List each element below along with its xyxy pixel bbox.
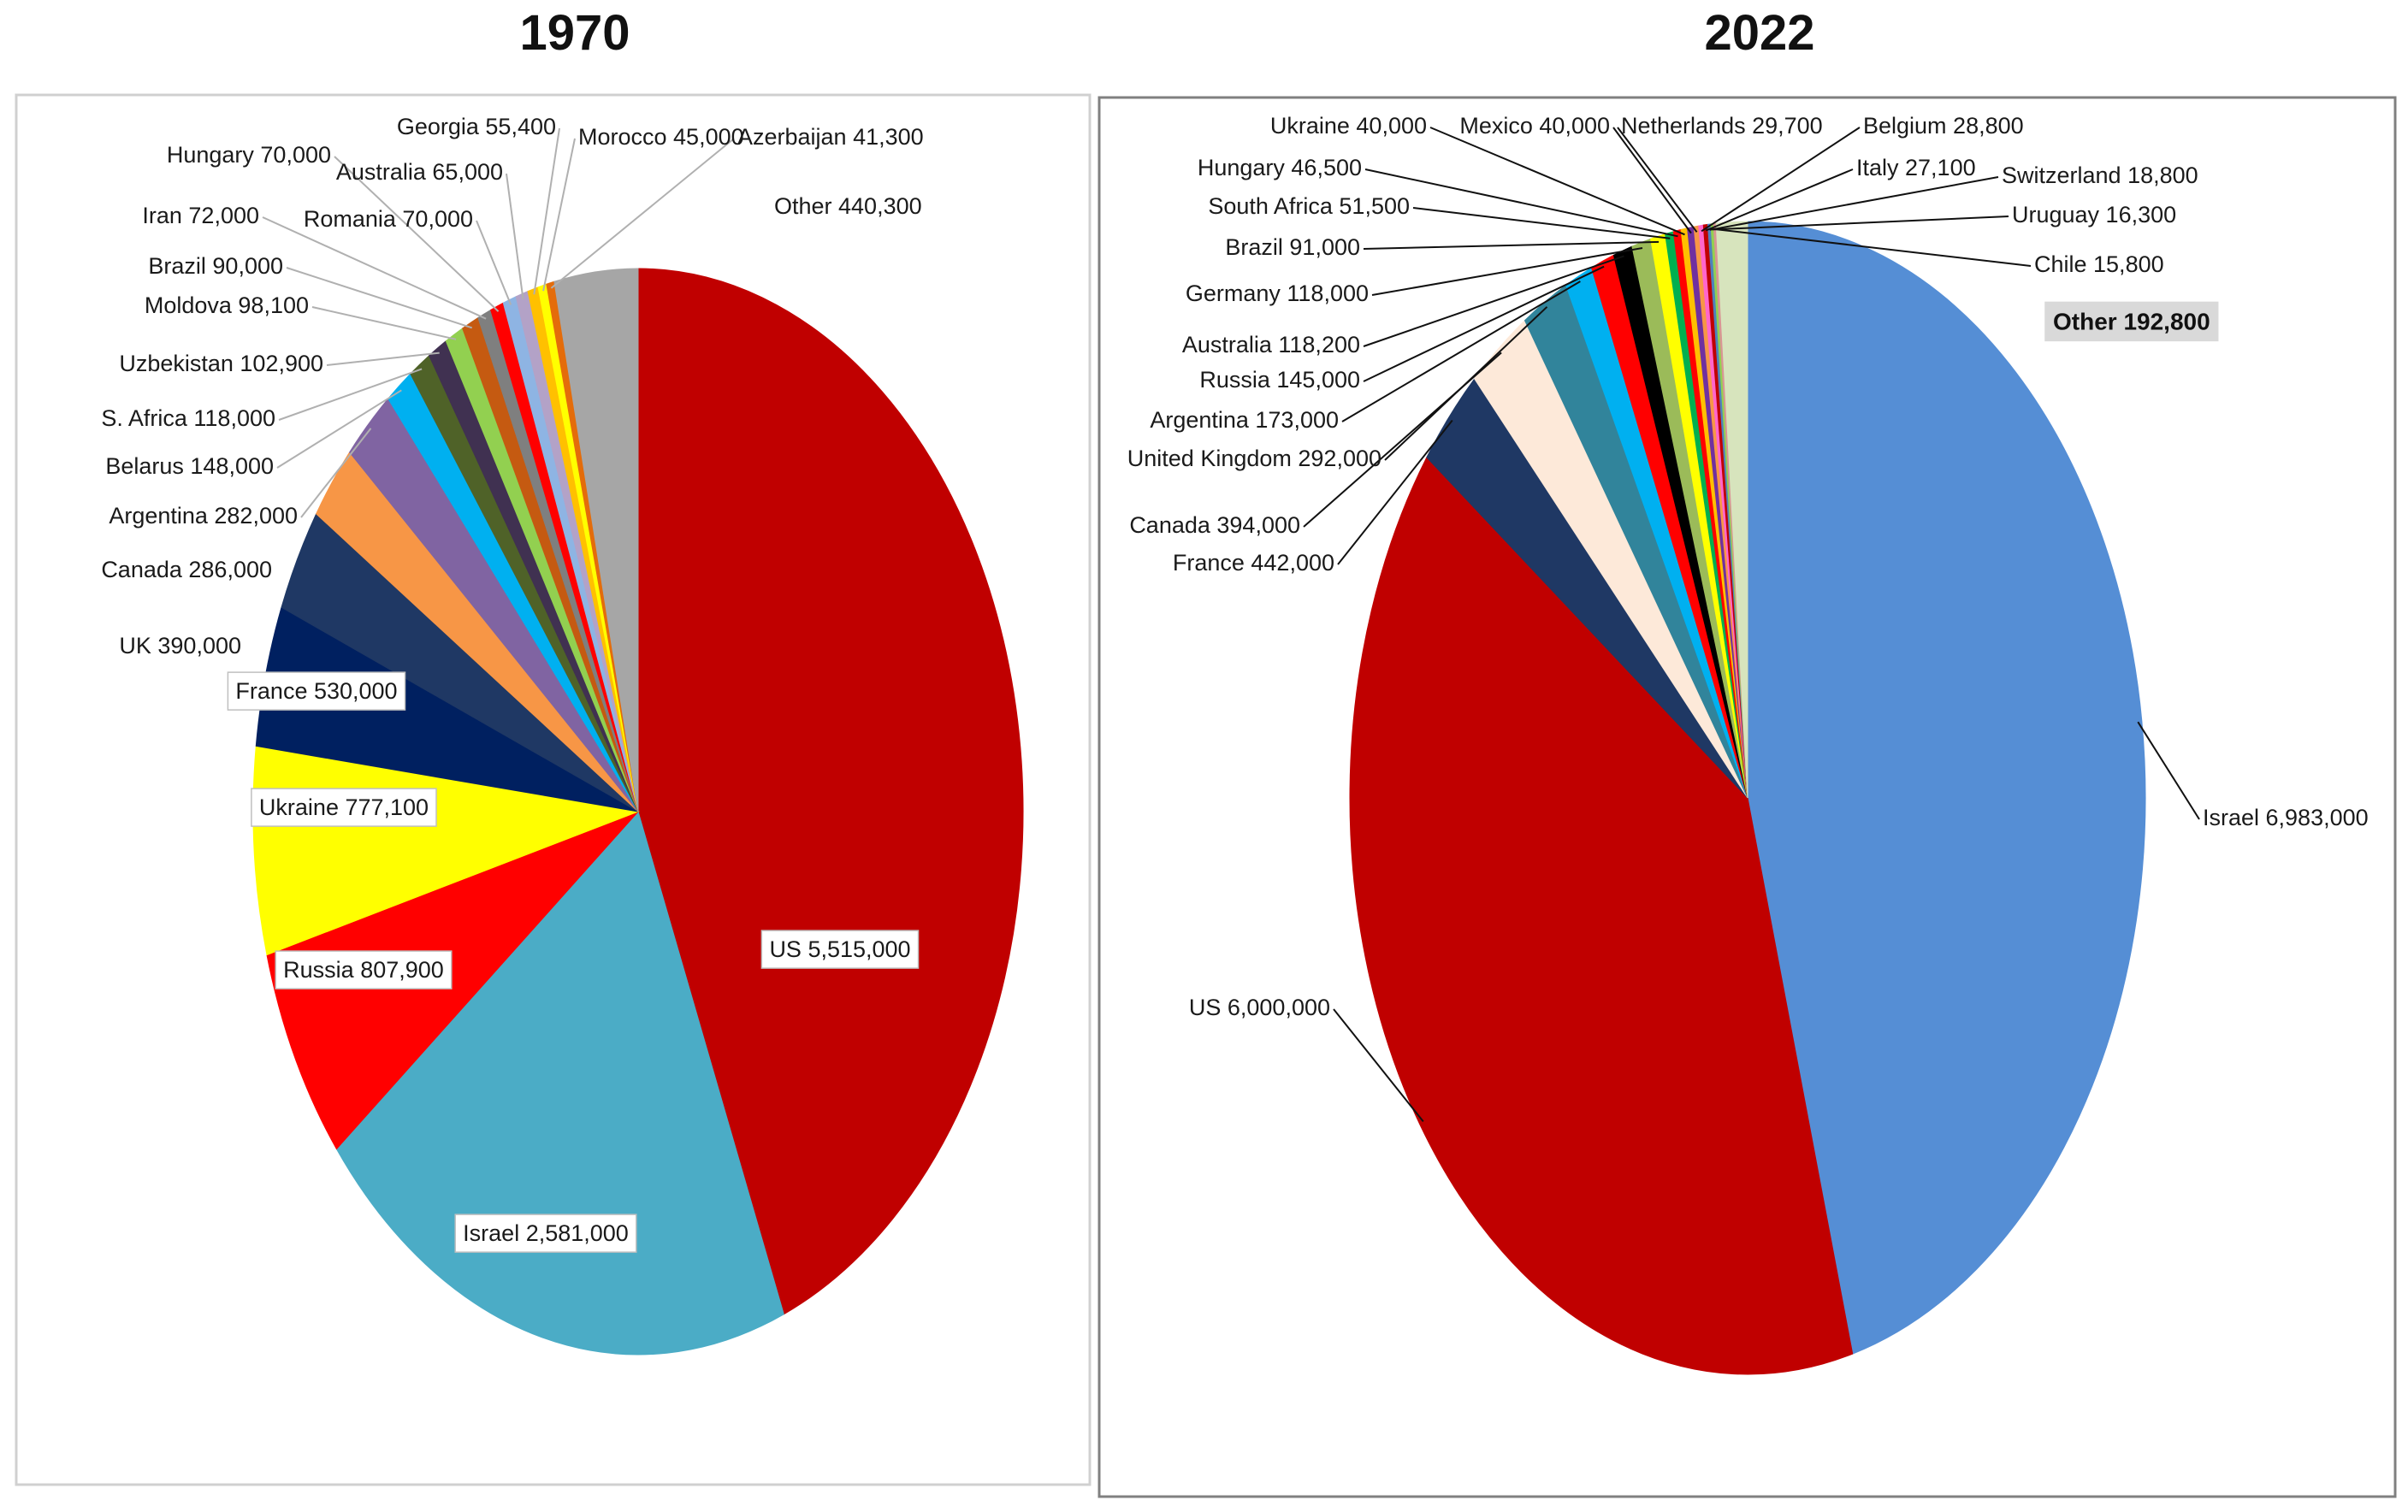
label-1970-romania: Romania 70,000 (304, 206, 473, 232)
label-1970-australia: Australia 65,000 (336, 159, 503, 185)
slice-1970-us (637, 268, 1024, 1315)
label-1970-us: US 5,515,000 (769, 936, 910, 962)
chart-1970-slices (252, 268, 1024, 1355)
slice-2022-us (1349, 456, 1854, 1375)
label-1970-other: Other 440,300 (774, 193, 922, 219)
leader-line-2022-mexico (1612, 127, 1692, 234)
label-2022-australia: Australia 118,200 (1182, 332, 1360, 357)
leader-line-2022-ukraine (1429, 127, 1685, 236)
leader-line-1970-georgia (533, 127, 560, 295)
leader-line-2022-argentina (1341, 281, 1581, 422)
leader-line-1970-brazil (286, 267, 473, 329)
label-1970-canada: Canada 286,000 (101, 557, 272, 582)
leader-line-2022-switzerland (1709, 176, 1999, 231)
label-2022-germany: Germany 118,000 (1186, 281, 1369, 306)
label-2022-brazil: Brazil 91,000 (1225, 234, 1360, 260)
chart-2022-title: 2022 (1704, 5, 1814, 61)
label-2022-italy: Italy 27,100 (1856, 155, 1976, 180)
label-2022-mexico: Mexico 40,000 (1459, 113, 1610, 139)
chart-2022-labels: Israel 6,983,000 US 6,000,000 France 442,0… (1127, 113, 2369, 1020)
leader-line-1970-belarus (276, 389, 402, 469)
label-1970-belarus: Belarus 148,000 (105, 453, 274, 479)
chart-1970-leader-lines (262, 127, 735, 518)
leader-line-1970-morocco (542, 138, 576, 292)
label-box-1970-ukraine (251, 788, 437, 827)
label-2022-united-kingdom: United Kingdom 292,000 (1127, 446, 1381, 471)
label-2022-france: France 442,000 (1173, 550, 1334, 576)
label-1970-moldova: Moldova 98,100 (145, 292, 309, 318)
leader-line-1970-iran (262, 216, 487, 320)
leader-line-2022-russia (1363, 265, 1605, 382)
label-2022-canada: Canada 394,000 (1129, 512, 1300, 538)
leader-line-1970-romania (476, 220, 512, 305)
label-2022-israel: Israel 6,983,000 (2203, 805, 2369, 830)
leader-line-2022-chile (1714, 228, 2032, 267)
leader-line-2022-uruguay (1712, 216, 2009, 231)
label-2022-other: Other 192,800 (2053, 308, 2210, 334)
label-1970-ukraine: Ukraine 777,100 (259, 794, 429, 820)
label-2022-switzerland: Switzerland 18,800 (2002, 162, 2198, 188)
label-box-1970-france (227, 671, 406, 711)
leader-line-1970-s-africa (278, 368, 423, 421)
slice-1970-other (553, 268, 639, 812)
label-1970-israel: Israel 2,581,000 (463, 1220, 629, 1246)
label-2022-belgium: Belgium 28,800 (1863, 113, 2024, 139)
label-box-2022-other (2044, 301, 2219, 342)
leader-line-1970-uzbekistan (326, 351, 440, 366)
leader-line-2022-united-kingdom (1384, 306, 1548, 461)
label-2022-argentina: Argentina 173,000 (1150, 407, 1339, 433)
label-2022-netherlands: Netherlands 29,700 (1621, 113, 1823, 139)
label-box-1970-russia (275, 950, 453, 989)
label-1970-s-africa: S. Africa 118,000 (101, 405, 275, 431)
slice-1970-israel (335, 810, 784, 1355)
slice-2022-other (1715, 221, 1748, 799)
leader-line-2022-netherlands (1617, 127, 1698, 233)
leader-line-2022-australia (1363, 255, 1624, 347)
leader-line-1970-moldova (311, 306, 457, 340)
slice-1970-russia (266, 811, 639, 1150)
label-1970-georgia: Georgia 55,400 (397, 114, 556, 139)
chart-2022-leader-lines (1303, 127, 2200, 1123)
leader-line-2022-us (1333, 1008, 1424, 1123)
leader-line-2022-israel (2137, 721, 2200, 820)
chart-1970-title: 1970 (519, 5, 630, 61)
leader-line-2022-italy (1705, 168, 1854, 232)
label-1970-argentina: Argentina 282,000 (109, 503, 298, 529)
leader-line-1970-hungary (334, 156, 500, 312)
label-2022-south-africa: South Africa 51,500 (1208, 193, 1410, 219)
label-1970-azerbaijan: Azerbaijan 41,300 (737, 124, 924, 150)
slice-2022-israel (1747, 221, 2146, 1355)
label-1970-hungary: Hungary 70,000 (167, 142, 331, 168)
label-1970-uzbekistan: Uzbekistan 102,900 (119, 351, 323, 376)
label-1970-uk: UK 390,000 (119, 633, 241, 659)
label-1970-france: France 530,000 (235, 678, 397, 704)
leader-line-1970-argentina (300, 428, 372, 518)
leader-line-1970-azerbaijan (550, 138, 735, 289)
leader-line-1970-australia (506, 173, 524, 299)
label-2022-hungary: Hungary 46,500 (1198, 155, 1362, 180)
label-1970-brazil: Brazil 90,000 (148, 253, 283, 279)
label-2022-russia: Russia 145,000 (1199, 367, 1360, 393)
leader-line-2022-belgium (1701, 127, 1861, 233)
leader-line-2022-germany (1371, 247, 1643, 296)
label-box-1970-israel (454, 1214, 637, 1253)
label-2022-chile: Chile 15,800 (2034, 251, 2164, 277)
label-box-1970-us (760, 930, 920, 969)
label-1970-russia: Russia 807,900 (283, 957, 444, 983)
leader-line-2022-france (1337, 419, 1453, 565)
label-2022-uruguay: Uruguay 16,300 (2012, 202, 2176, 227)
leader-line-2022-brazil (1363, 240, 1660, 250)
chart-1970-labels: US 5,515,000 Israel 2,581,000 Russia 807,9… (101, 114, 924, 1253)
label-2022-us: US 6,000,000 (1189, 995, 1330, 1020)
leader-line-2022-hungary (1364, 168, 1678, 238)
label-1970-morocco: Morocco 45,000 (578, 124, 744, 150)
chart-2022-slices (1349, 221, 2146, 1375)
label-1970-iran: Iran 72,000 (142, 203, 259, 228)
label-2022-ukraine: Ukraine 40,000 (1270, 113, 1427, 139)
leader-line-2022-south-africa (1412, 207, 1671, 239)
